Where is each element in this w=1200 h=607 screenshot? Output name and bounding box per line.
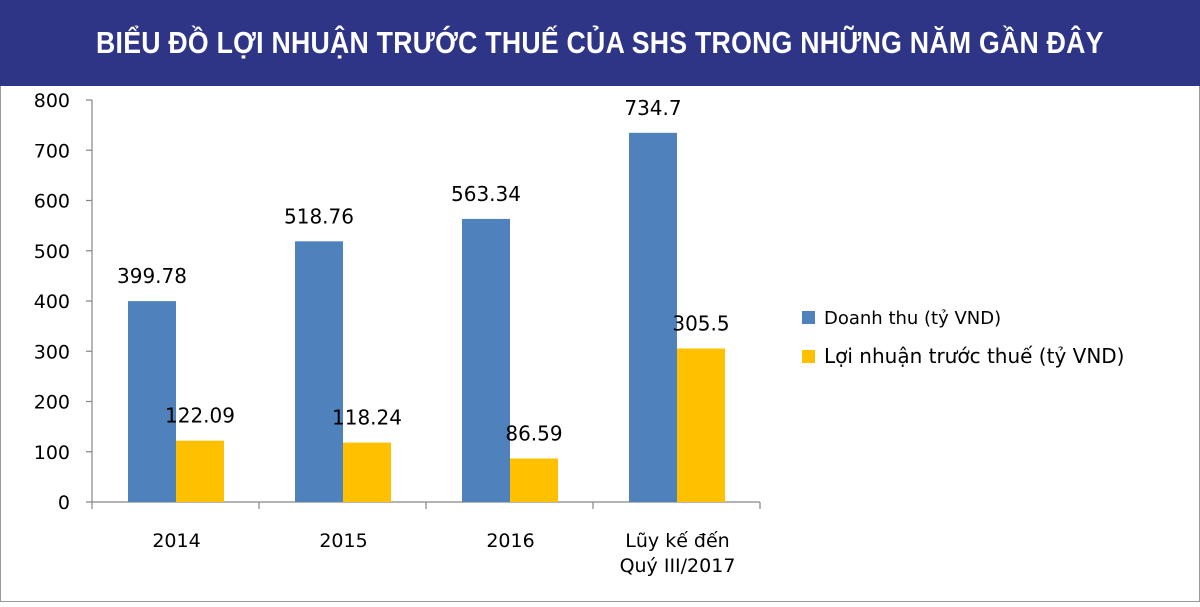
legend-swatch-loi-nhuan — [802, 350, 815, 363]
y-tick-label: 600 — [34, 191, 70, 213]
data-label: 734.7 — [624, 96, 681, 120]
data-label: 563.34 — [451, 182, 521, 206]
legend-label: Doanh thu (tỷ VND) — [824, 308, 1001, 329]
x-category-label: Lũy kế đến — [625, 530, 729, 552]
y-tick-label: 500 — [34, 241, 70, 263]
y-tick-label: 700 — [34, 140, 70, 162]
data-label: 518.76 — [284, 204, 354, 228]
bar-chart: 0 100 200 300 400 500 600 700 800 399.78 518.76 563… — [34, 90, 1125, 577]
bar-loi-nhuan — [510, 458, 558, 502]
x-category-label: 2016 — [486, 530, 534, 552]
y-tick-label: 800 — [34, 90, 70, 112]
y-tick-label: 100 — [34, 442, 70, 464]
title-bar: BIỂU ĐỒ LỢI NHUẬN TRƯỚC THUẾ CỦA SHS TRO… — [0, 0, 1200, 86]
chart-title: BIỂU ĐỒ LỢI NHUẬN TRƯỚC THUẾ CỦA SHS TRO… — [96, 25, 1104, 60]
data-label: 86.59 — [505, 421, 562, 445]
bar-doanh-thu — [462, 218, 510, 503]
plot-area: 0 100 200 300 400 500 600 700 800 399.78 518.76 563… — [0, 86, 1200, 602]
bar-loi-nhuan — [343, 442, 391, 502]
bar-doanh-thu — [629, 132, 677, 503]
y-tick-label: 400 — [34, 291, 70, 313]
x-category-label: 2014 — [152, 530, 200, 552]
data-label: 399.78 — [117, 264, 187, 288]
legend-swatch-doanh-thu — [802, 311, 815, 324]
bar-doanh-thu — [128, 301, 176, 502]
x-category-label: 2015 — [319, 530, 367, 552]
bar-doanh-thu — [295, 241, 343, 502]
y-tick-label: 0 — [58, 492, 70, 514]
data-label: 305.5 — [672, 311, 729, 335]
bar-loi-nhuan — [176, 440, 224, 502]
x-category-label: Quý III/2017 — [620, 555, 736, 577]
y-tick-label: 300 — [34, 341, 70, 363]
legend-label: Lợi nhuận trước thuế (tỷ VND) — [824, 344, 1124, 368]
bar-loi-nhuan — [677, 348, 725, 502]
data-label: 122.09 — [165, 404, 235, 428]
y-tick-label: 200 — [34, 392, 70, 414]
data-label: 118.24 — [332, 406, 402, 430]
